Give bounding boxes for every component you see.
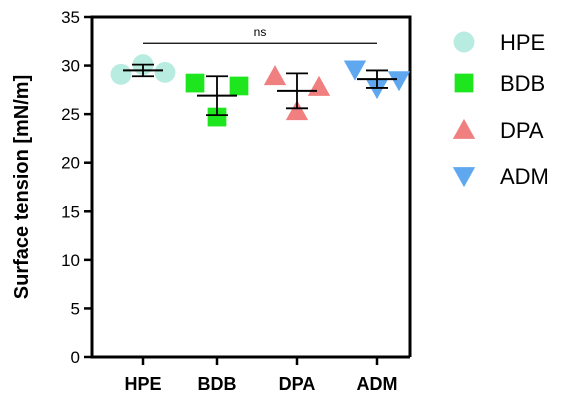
y-tick-label: 20 [61,154,80,173]
data-point-dpa [285,100,309,121]
axes: 0 5 10 15 20 25 30 35 HPE BDB DPA ADM Surface tensio… [11,8,412,394]
legend-label-adm: ADM [500,164,549,189]
error-bars [123,63,397,117]
legend-label-dpa: DPA [500,118,544,143]
y-tick-label: 35 [61,8,80,27]
data-point-adm [387,71,411,92]
x-tick-label: HPE [124,374,161,394]
legend-label-bdb: BDB [500,71,545,96]
data-point-adm [365,78,389,100]
legend-marker-adm [452,167,476,188]
y-tick-label: 30 [61,57,80,76]
x-tick-label: BDB [198,374,237,394]
x-tick-label: DPA [279,374,316,394]
y-tick-label: 15 [61,202,80,221]
annotations: ns [143,25,377,44]
data-point-hpe [110,63,132,85]
data-point-dpa [307,75,331,96]
legend-marker-bdb [454,73,474,93]
data-point-bdb [185,73,205,93]
data-points [110,54,411,127]
data-point-dpa [263,65,287,86]
x-tick-label: ADM [357,374,398,394]
data-point-bdb [229,76,249,96]
y-tick-label: 5 [71,299,80,318]
data-point-hpe [154,61,176,83]
y-tick-label: 0 [71,348,80,367]
data-point-adm [343,60,367,81]
legend-marker-hpe [453,31,475,53]
y-tick-label: 10 [61,251,80,270]
significance-label: ns [254,25,267,39]
legend-label-hpe: HPE [500,30,545,55]
y-tick-label: 25 [61,105,80,124]
data-point-bdb [207,107,227,127]
legend-marker-dpa [452,118,476,139]
legend: HPE BDB DPA ADM [452,30,549,189]
y-axis-title: Surface tension [mN/m] [11,75,33,299]
